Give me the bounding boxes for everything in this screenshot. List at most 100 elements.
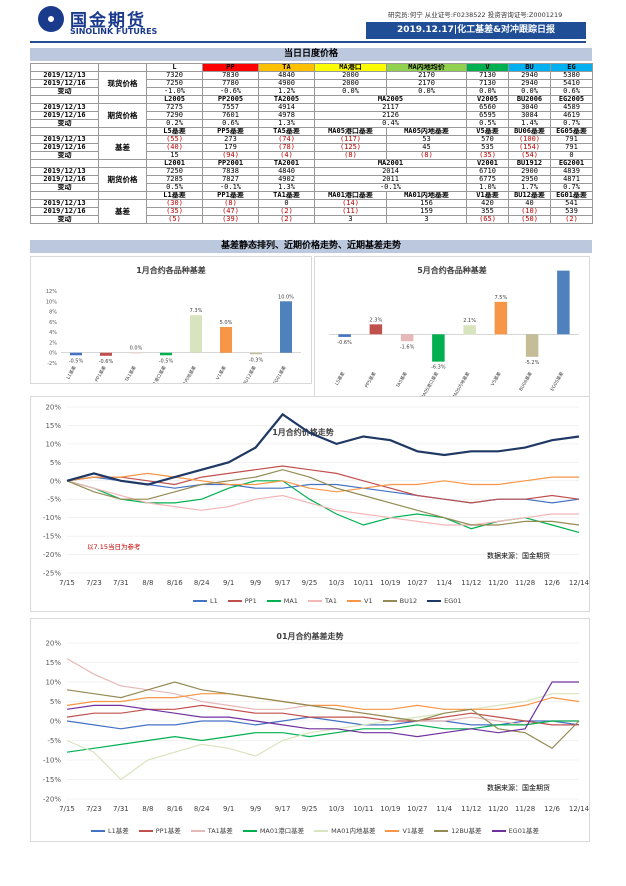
value-cell: 2170 (386, 79, 467, 88)
x-tick-label: 7/31 (113, 805, 129, 813)
jan-basis-category-label: PP1基差 (93, 364, 108, 383)
bar-chart-jan-panel: 1月合约各品种基差 -2% 0% 2% 4% 6% 8% 10% 12% -0.5% L1基差 -0… (30, 256, 312, 384)
y-tick-label: -20% (43, 796, 61, 804)
value-cell: (35) (146, 207, 203, 216)
basis-series-line (66, 693, 579, 781)
column-header: PP (202, 63, 259, 72)
table-row: 2019/12/13 期货价格 7250 7838 4840 2014 6710 2900 48… (30, 167, 593, 192)
may-basis-data-label: -5.2% (525, 360, 540, 366)
value-cell: 7838 (202, 167, 259, 176)
legend-item: 12BU基差 (434, 825, 482, 835)
x-tick-label: 10/11 (353, 579, 373, 587)
may-basis-category-label: PP5基差 (363, 370, 378, 389)
legend-item: TA1基差 (190, 825, 233, 835)
section-title-charts: 基差静态排列、近期价格走势、近期基差走势 (30, 240, 592, 253)
value-cell: (30) (146, 199, 203, 208)
value-cell: 3 (386, 215, 467, 224)
value-cell: 539 (550, 207, 593, 216)
value-cell: (55) (146, 135, 203, 144)
may-basis-data-label: -1.6% (400, 344, 415, 350)
value-cell: 273 (202, 135, 259, 144)
x-tick-label: 8/24 (194, 805, 210, 813)
x-tick-label: 11/4 (436, 805, 452, 813)
value-cell: (39) (202, 215, 259, 224)
value-cell: (154) (508, 143, 551, 152)
y-tick-label: 0% (50, 477, 61, 485)
value-cell: -1.0% (146, 87, 203, 96)
legend-item: L1基差 (91, 825, 129, 835)
may-basis-bar (400, 334, 414, 342)
value-cell: (4) (258, 151, 315, 160)
value-cell: (35) (466, 151, 509, 160)
row-group-label: 期货价格 (98, 103, 147, 128)
value-cell: 2170 (386, 71, 467, 80)
jan-basis-data-label: 0.0% (130, 346, 143, 352)
basis-series-line (66, 681, 580, 750)
legend-swatch (434, 830, 449, 832)
jan-basis-category-label: EG01基差 (271, 364, 288, 383)
x-tick-label: 8/8 (142, 579, 153, 587)
value-cell: 5380 (550, 71, 593, 80)
table-corner-cell (98, 63, 147, 72)
x-tick-label: 7/15 (59, 579, 75, 587)
column-header: V (466, 63, 509, 72)
value-cell: 156 (386, 199, 467, 208)
value-cell: (2) (258, 215, 315, 224)
value-cell: 2014 (314, 167, 467, 176)
y-tick-label: -15% (43, 776, 61, 784)
row-group-label: 期货价格 (98, 167, 147, 192)
value-cell: (2) (550, 215, 593, 224)
x-tick-label: 7/15 (59, 805, 75, 813)
legend-item: V1基差 (385, 825, 424, 835)
value-cell: -0.1% (202, 183, 259, 192)
legend-item: PP1基差 (138, 825, 181, 835)
jan-basis-bar (70, 352, 82, 356)
value-cell: 1.2% (258, 87, 315, 96)
value-cell: (78) (258, 143, 315, 152)
table-row: 变动 15 (94) (4) (8) (8) (35) (54) 0 (30, 151, 593, 160)
column-header: L (146, 63, 203, 72)
basis-series-line (66, 693, 580, 710)
price-table: L PP TA MA港口 MA内地均价 V BU EG 2019/12/13 现货价格 7320 78… (30, 63, 593, 224)
value-cell: 2000 (314, 71, 387, 80)
line-chart-basis: -20% -15% -10% -5% 0% 5% 10% 15% 20% 7/15 7/23 7/31… (43, 640, 589, 814)
value-cell: 159 (386, 207, 467, 216)
value-cell: 4839 (550, 167, 593, 176)
table-corner-cell (98, 95, 147, 104)
column-header: MA2001 (314, 159, 467, 168)
jan-basis-bar (130, 352, 142, 354)
value-cell: 1.4% (508, 119, 551, 128)
value-cell: 4871 (550, 175, 593, 184)
value-cell: 0.0% (466, 87, 509, 96)
y-tick-label: 4% (49, 330, 57, 336)
value-cell: 4589 (550, 103, 593, 112)
table-row: 2019/12/13 期货价格 7275 7557 4914 2117 6560 3040 45… (30, 103, 593, 128)
row-date: 2019/12/16 (30, 79, 99, 88)
y-tick-label: 12% (46, 289, 57, 295)
may-basis-category-label: L5基差 (333, 370, 346, 386)
value-cell: (40) (146, 143, 203, 152)
column-header: PP5基差 (202, 127, 259, 136)
value-cell: 0.2% (146, 119, 203, 128)
legend-label: EG01 (444, 597, 462, 605)
value-cell: 0.7% (550, 119, 593, 128)
x-tick-label: 9/1 (223, 805, 234, 813)
x-tick-label: 7/23 (86, 579, 102, 587)
row-date: 2019/12/16 (30, 175, 99, 184)
column-header: MA05港口基差 (314, 127, 387, 136)
jan-basis-bar (100, 352, 112, 356)
value-cell: 0.0% (314, 87, 387, 96)
y-tick-label: 5% (50, 459, 61, 467)
line-chart-price: -25% -20% -15% -10% -5% 0% 5% 10% 15% 20% 7/15 7/23… (43, 404, 589, 588)
legend-label: MA1 (283, 597, 298, 605)
x-tick-label: 8/16 (167, 579, 183, 587)
value-cell: (11) (314, 207, 387, 216)
x-tick-label: 11/20 (488, 579, 508, 587)
y-tick-label: 10% (45, 679, 61, 687)
column-header: TA2005 (258, 95, 315, 104)
value-cell: 4978 (258, 111, 315, 120)
table-header-row: L1基差 PP1基差 TA1基差 MA01港口基差 MA01内地基差 V1基差 BU12基差… (30, 191, 593, 200)
y-tick-label: 6% (49, 320, 57, 326)
jan-basis-bar (220, 327, 232, 353)
legend-swatch (427, 600, 442, 602)
